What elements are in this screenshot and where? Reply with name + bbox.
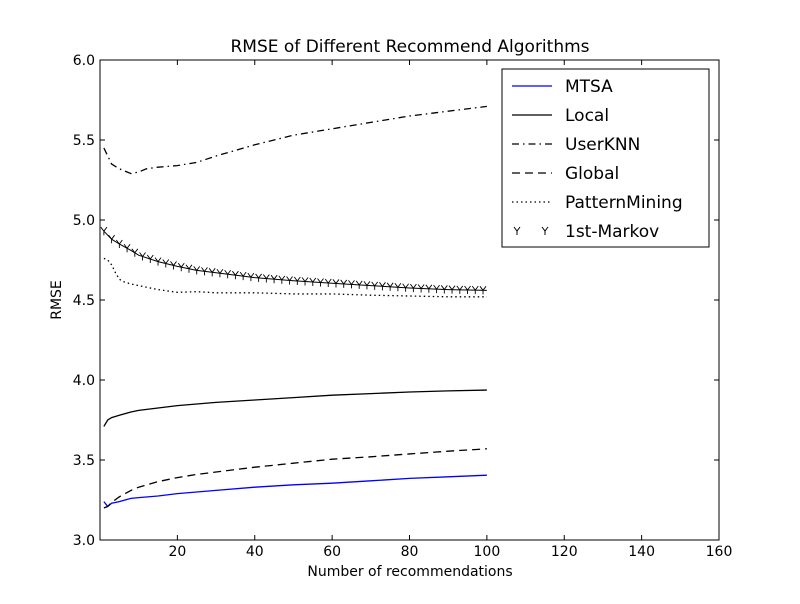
series-marker-1st-markov [324,278,332,287]
x-tick-label: 120 [551,544,578,560]
y-tick-label: 5.5 [73,133,95,149]
series-marker-1st-markov [232,270,239,280]
x-tick-label: 60 [323,544,341,560]
series-marker-1st-markov [139,252,146,261]
legend-label-local: Local [565,106,609,126]
y-tick-label: 4.5 [73,293,95,309]
series-line-global [103,448,487,509]
series-marker-1st-markov [193,266,201,275]
series-marker-1st-markov [309,277,317,286]
series-line-local [103,389,487,427]
series-marker-1st-markov [410,283,417,293]
legend-label-patternmining: PatternMining [565,193,683,213]
series-marker-1st-markov [293,276,301,286]
series-marker-1st-markov [162,259,170,268]
series-marker-1st-markov [371,281,379,290]
series-marker-1st-markov [317,278,324,287]
series-marker-1st-markov [278,275,286,284]
series-marker-1st-markov [170,261,177,270]
x-tick-label: 80 [401,544,419,560]
series-marker-1st-markov [262,274,270,283]
legend-box [501,68,710,248]
series-marker-1st-markov [115,239,123,248]
series-marker-1st-markov [448,285,456,294]
series-marker-1st-markov [239,271,247,281]
x-tick-label: 160 [706,544,733,560]
plot-area: 20 40 60 80 100 120 140 160 3.0 3.5 4.0 4.5 5.0 5.5 6.… [73,53,733,560]
series-marker-1st-markov [208,268,216,277]
x-tick-label: 20 [168,544,186,560]
series-marker-1st-markov [479,286,487,295]
x-tick-label: 100 [474,544,501,560]
series-marker-1st-markov [131,248,139,257]
series-marker-1st-markov [255,273,262,282]
y-tick-label: 4.0 [73,373,95,389]
chart-title: RMSE of Different Recommend Algorithms [230,37,589,57]
series-marker-1st-markov [301,277,309,286]
legend-label-userknn: UserKNN [565,135,640,155]
legend-marker-1st-markov [513,226,521,235]
series-marker-1st-markov [386,282,394,291]
series-marker-1st-markov [216,269,224,278]
x-tick-label: 140 [628,544,655,560]
series-marker-1st-markov [425,284,433,293]
series-marker-1st-markov [108,234,115,244]
legend-label-global: Global [565,164,619,184]
series-line-userknn [103,105,487,175]
y-tick-label: 3.0 [73,533,95,549]
series-marker-1st-markov [177,262,185,272]
series-marker-1st-markov [123,243,131,253]
series-marker-1st-markov [146,254,154,264]
y-tick-label: 6.0 [73,53,95,69]
x-tick-label: 40 [246,544,264,560]
series-marker-1st-markov [433,284,440,294]
series-marker-1st-markov [185,264,193,273]
series-marker-1st-markov [270,274,278,284]
series-marker-1st-markov [363,281,371,290]
legend-label-1st-markov: 1st-Markov [565,222,659,242]
series-marker-1st-markov [394,283,402,292]
series-marker-1st-markov [286,276,293,285]
series-marker-1st-markov [471,285,479,295]
series-marker-1st-markov [100,226,108,236]
series-marker-1st-markov [402,283,409,292]
series-marker-1st-markov [440,285,448,294]
x-axis-label: Number of recommendations [307,564,512,580]
series-line-patternmining [103,257,487,298]
y-tick-label: 5.0 [73,213,95,229]
series-marker-1st-markov [224,269,232,279]
series-marker-1st-markov [154,257,162,266]
series-marker-1st-markov [379,282,386,291]
legend-label-mtsa: MTSA [565,77,613,97]
series-marker-1st-markov [332,279,340,288]
series-marker-1st-markov [201,267,208,276]
series-marker-1st-markov [417,284,425,293]
series-marker-1st-markov [456,285,464,294]
series-marker-1st-markov [464,285,471,294]
series-marker-1st-markov [355,280,363,289]
series-marker-1st-markov [340,279,348,288]
y-tick-label: 3.5 [73,453,95,469]
legend: MTSA Local UserKNN Global PatternMining 1st-M… [501,68,710,248]
y-axis-label: RMSE [49,280,65,320]
series-line-mtsa [103,474,487,508]
series-marker-1st-markov [247,272,255,282]
series-marker-1st-markov [348,280,355,289]
legend-marker-1st-markov [541,226,549,235]
